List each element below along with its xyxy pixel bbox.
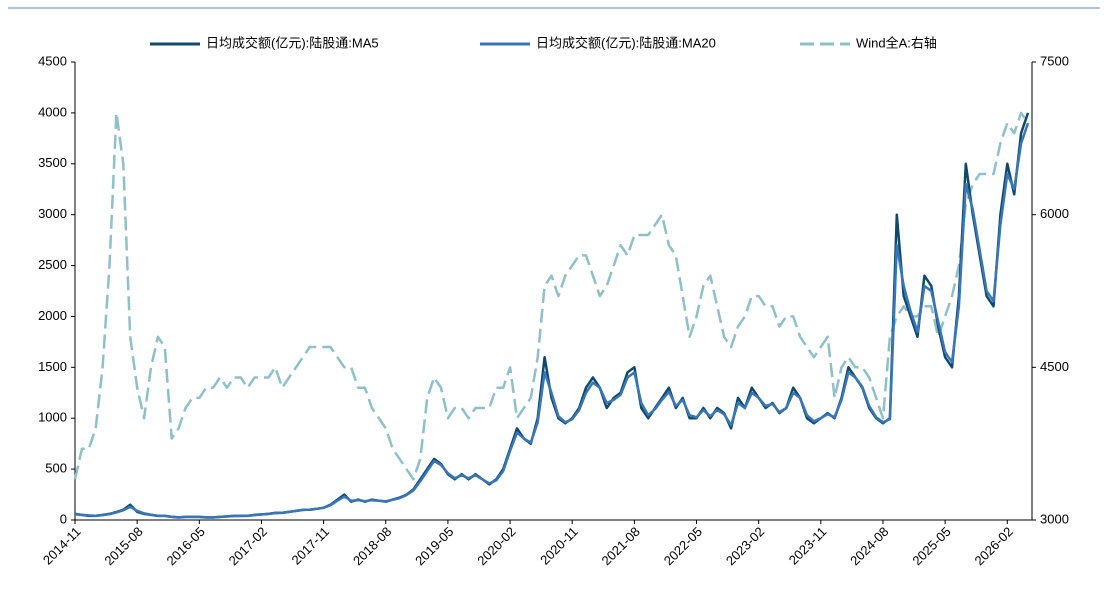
x-tick-label: 2023-02 <box>723 524 767 568</box>
y-tick-label: 2000 <box>38 308 67 323</box>
y-tick-label: 3000 <box>38 206 67 221</box>
legend-label: 日均成交额(亿元):陆股通:MA20 <box>536 35 716 50</box>
x-tick-label: 2026-02 <box>971 524 1015 568</box>
x-tick-label: 2021-08 <box>599 524 643 568</box>
y-tick-label: 0 <box>60 511 67 526</box>
x-tick-label: 2017-11 <box>288 524 332 568</box>
y-tick-label: 4000 <box>38 104 67 119</box>
x-tick-label: 2015-08 <box>101 524 145 568</box>
y2-tick-label: 4500 <box>1040 359 1069 374</box>
y-tick-label: 500 <box>45 461 67 476</box>
y-tick-label: 3500 <box>38 155 67 170</box>
y-tick-label: 2500 <box>38 257 67 272</box>
x-tick-label: 2016-05 <box>164 524 208 568</box>
x-tick-label: 2017-02 <box>226 524 270 568</box>
y2-tick-label: 6000 <box>1040 206 1069 221</box>
x-tick-label: 2018-08 <box>350 524 394 568</box>
y-tick-label: 1000 <box>38 410 67 425</box>
x-tick-label: 2024-08 <box>847 524 891 568</box>
y-tick-label: 4500 <box>38 53 67 68</box>
legend-label: Wind全A:右轴 <box>856 35 937 50</box>
y2-tick-label: 7500 <box>1040 53 1069 68</box>
series-line <box>74 122 1030 519</box>
x-tick-label: 2023-11 <box>786 524 830 568</box>
series-line <box>74 112 1030 519</box>
x-tick-label: 2014-11 <box>40 524 84 568</box>
y-tick-label: 1500 <box>38 359 67 374</box>
series-line <box>73 111 1030 481</box>
y2-tick-label: 3000 <box>1040 511 1069 526</box>
x-tick-label: 2020-11 <box>537 524 581 568</box>
x-tick-label: 2019-05 <box>412 524 456 568</box>
legend-label: 日均成交额(亿元):陆股通:MA5 <box>206 35 379 50</box>
x-tick-label: 2020-02 <box>474 524 518 568</box>
x-tick-label: 2025-05 <box>909 524 953 568</box>
x-tick-label: 2022-05 <box>661 524 705 568</box>
